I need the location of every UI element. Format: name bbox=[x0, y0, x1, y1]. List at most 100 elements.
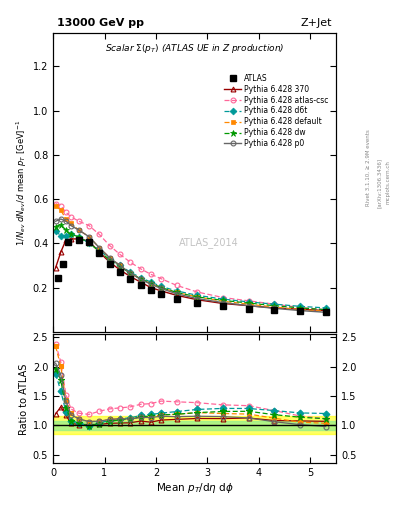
ATLAS bbox=[97, 250, 102, 257]
Pythia 6.428 default bbox=[107, 254, 112, 261]
Pythia 6.428 p0 bbox=[174, 291, 179, 297]
ATLAS bbox=[61, 261, 66, 267]
Pythia 6.428 dw bbox=[159, 285, 163, 291]
Pythia 6.428 p0 bbox=[323, 309, 328, 315]
Pythia 6.428 default bbox=[149, 281, 153, 287]
Pythia 6.428 dw bbox=[272, 303, 277, 309]
Pythia 6.428 d6t bbox=[174, 288, 179, 294]
Text: mcplots.cern.ch: mcplots.cern.ch bbox=[385, 161, 390, 204]
Pythia 6.428 370 bbox=[128, 273, 132, 280]
Pythia 6.428 atlas-csc bbox=[174, 282, 179, 288]
Pythia 6.428 default bbox=[128, 270, 132, 276]
Pythia 6.428 p0 bbox=[76, 227, 81, 233]
Pythia 6.428 370 bbox=[174, 292, 179, 298]
Pythia 6.428 atlas-csc bbox=[118, 251, 122, 258]
Pythia 6.428 p0 bbox=[159, 285, 163, 291]
Pythia 6.428 atlas-csc bbox=[76, 218, 81, 224]
Pythia 6.428 p0 bbox=[246, 303, 251, 309]
Pythia 6.428 default bbox=[159, 285, 163, 291]
ATLAS bbox=[323, 309, 328, 315]
Pythia 6.428 dw bbox=[87, 240, 92, 246]
Legend: ATLAS, Pythia 6.428 370, Pythia 6.428 atlas-csc, Pythia 6.428 d6t, Pythia 6.428 : ATLAS, Pythia 6.428 370, Pythia 6.428 at… bbox=[224, 73, 329, 149]
ATLAS bbox=[66, 239, 71, 245]
Pythia 6.428 370 bbox=[118, 267, 122, 273]
Pythia 6.428 dw bbox=[97, 248, 102, 254]
Bar bbox=[53, 416, 336, 434]
Pythia 6.428 default bbox=[220, 298, 225, 304]
Text: 13000 GeV pp: 13000 GeV pp bbox=[57, 18, 144, 28]
ATLAS bbox=[159, 291, 163, 297]
ATLAS bbox=[87, 239, 92, 245]
Pythia 6.428 default bbox=[53, 203, 58, 209]
Pythia 6.428 370 bbox=[76, 236, 81, 242]
Pythia 6.428 dw bbox=[69, 231, 73, 238]
Pythia 6.428 p0 bbox=[97, 245, 102, 251]
ATLAS bbox=[149, 287, 153, 293]
ATLAS bbox=[56, 275, 61, 281]
Pythia 6.428 dw bbox=[174, 289, 179, 295]
Pythia 6.428 d6t bbox=[220, 296, 225, 302]
Pythia 6.428 atlas-csc bbox=[59, 203, 63, 209]
ATLAS bbox=[138, 282, 143, 288]
Pythia 6.428 d6t bbox=[69, 231, 73, 238]
Line: Pythia 6.428 default: Pythia 6.428 default bbox=[53, 203, 328, 314]
Pythia 6.428 d6t bbox=[246, 299, 251, 305]
Pythia 6.428 atlas-csc bbox=[159, 275, 163, 282]
Line: Pythia 6.428 370: Pythia 6.428 370 bbox=[53, 237, 328, 313]
Pythia 6.428 dw bbox=[64, 227, 68, 233]
Pythia 6.428 dw bbox=[76, 233, 81, 240]
Pythia 6.428 dw bbox=[53, 224, 58, 230]
Pythia 6.428 default bbox=[138, 275, 143, 282]
Pythia 6.428 d6t bbox=[64, 232, 68, 239]
Text: [arXiv:1306.3436]: [arXiv:1306.3436] bbox=[377, 158, 382, 207]
Pythia 6.428 370 bbox=[64, 237, 68, 243]
Pythia 6.428 p0 bbox=[118, 262, 122, 268]
Pythia 6.428 atlas-csc bbox=[246, 298, 251, 304]
Pythia 6.428 atlas-csc bbox=[149, 271, 153, 278]
Pythia 6.428 370 bbox=[107, 259, 112, 265]
Pythia 6.428 default bbox=[76, 227, 81, 233]
Pythia 6.428 dw bbox=[107, 257, 112, 263]
Pythia 6.428 p0 bbox=[87, 233, 92, 240]
Pythia 6.428 p0 bbox=[220, 300, 225, 306]
Pythia 6.428 p0 bbox=[195, 295, 200, 302]
Pythia 6.428 d6t bbox=[76, 233, 81, 240]
Pythia 6.428 d6t bbox=[128, 269, 132, 275]
Text: Scalar $\Sigma(p_T)$ (ATLAS UE in Z production): Scalar $\Sigma(p_T)$ (ATLAS UE in Z prod… bbox=[105, 42, 284, 55]
Pythia 6.428 atlas-csc bbox=[97, 231, 102, 238]
Bar bbox=[53, 420, 336, 430]
Line: Pythia 6.428 p0: Pythia 6.428 p0 bbox=[53, 217, 328, 315]
Pythia 6.428 atlas-csc bbox=[272, 301, 277, 307]
Pythia 6.428 p0 bbox=[138, 276, 143, 282]
Pythia 6.428 default bbox=[64, 216, 68, 222]
Pythia 6.428 default bbox=[97, 245, 102, 251]
Pythia 6.428 default bbox=[246, 301, 251, 307]
Y-axis label: $1/N_{ev}$ $dN_{ev}/d$ mean $p_T$ [GeV]$^{-1}$: $1/N_{ev}$ $dN_{ev}/d$ mean $p_T$ [GeV]$… bbox=[14, 119, 29, 246]
Pythia 6.428 d6t bbox=[53, 228, 58, 234]
Pythia 6.428 atlas-csc bbox=[53, 201, 58, 207]
Pythia 6.428 default bbox=[87, 233, 92, 240]
ATLAS bbox=[107, 261, 112, 267]
ATLAS bbox=[272, 307, 277, 313]
Pythia 6.428 370 bbox=[53, 265, 58, 271]
Pythia 6.428 atlas-csc bbox=[128, 259, 132, 265]
Pythia 6.428 dw bbox=[220, 297, 225, 304]
Pythia 6.428 default bbox=[174, 289, 179, 295]
Pythia 6.428 dw bbox=[138, 275, 143, 282]
Line: ATLAS: ATLAS bbox=[55, 237, 329, 315]
Pythia 6.428 d6t bbox=[107, 255, 112, 262]
Pythia 6.428 dw bbox=[323, 307, 328, 313]
Pythia 6.428 atlas-csc bbox=[107, 243, 112, 249]
Pythia 6.428 atlas-csc bbox=[195, 289, 200, 295]
ATLAS bbox=[246, 306, 251, 312]
Pythia 6.428 p0 bbox=[272, 305, 277, 311]
Pythia 6.428 atlas-csc bbox=[87, 223, 92, 229]
Pythia 6.428 dw bbox=[246, 300, 251, 306]
Line: Pythia 6.428 atlas-csc: Pythia 6.428 atlas-csc bbox=[53, 201, 328, 312]
Pythia 6.428 d6t bbox=[323, 305, 328, 311]
X-axis label: Mean $p_T$/d$\eta$ d$\phi$: Mean $p_T$/d$\eta$ d$\phi$ bbox=[156, 481, 233, 495]
Pythia 6.428 370 bbox=[87, 238, 92, 244]
Pythia 6.428 d6t bbox=[149, 279, 153, 285]
ATLAS bbox=[195, 300, 200, 306]
Pythia 6.428 atlas-csc bbox=[220, 294, 225, 301]
